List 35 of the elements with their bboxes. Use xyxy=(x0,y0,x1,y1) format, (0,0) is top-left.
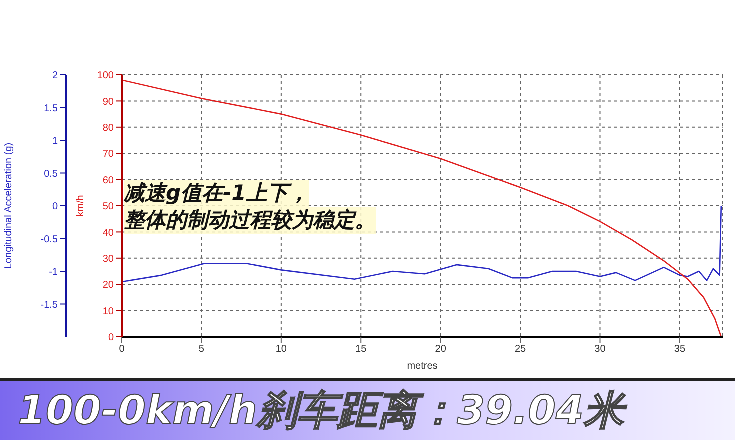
x-tick-label: 20 xyxy=(435,344,447,356)
y2-tick-label: 10 xyxy=(102,306,114,318)
y2-tick-label: 50 xyxy=(102,202,114,213)
y-tick-label: -0.5 xyxy=(40,234,58,246)
annotation: 整体的制动过程较为稳定。 xyxy=(124,207,376,234)
y-tick-label: 2 xyxy=(52,70,58,82)
x-tick-label: 35 xyxy=(674,344,686,356)
y2-tick-label: 60 xyxy=(102,175,114,186)
y2-tick-label: 40 xyxy=(102,228,114,239)
line-series xyxy=(122,205,722,283)
y2-tick-label: 70 xyxy=(102,149,114,160)
x-tick-label: 30 xyxy=(594,344,606,356)
y2-tick-label: 80 xyxy=(102,122,114,134)
y2-tick-label: 20 xyxy=(102,280,114,292)
x-axis-title: metres xyxy=(407,361,438,372)
y2-tick-label: 90 xyxy=(102,96,114,108)
y-tick-label: 0 xyxy=(52,202,58,213)
x-tick-label: 15 xyxy=(356,344,368,356)
y-tick-label: -1.5 xyxy=(40,300,58,311)
y2-tick-label: 0 xyxy=(108,332,114,344)
line-series xyxy=(122,80,722,337)
text: 100-0km/h刹车距离：39.04米 xyxy=(0,378,735,440)
annotation: 减速g值在-1上下， xyxy=(124,180,310,207)
x-tick-label: 10 xyxy=(276,344,288,356)
x-tick-label: 25 xyxy=(514,344,527,356)
y2-tick-label: 30 xyxy=(102,254,114,265)
y-tick-label: 1 xyxy=(52,136,58,148)
y2-tick-label: 100 xyxy=(97,70,114,82)
x-tick-label: 0 xyxy=(119,344,126,356)
y-tick-label: -1 xyxy=(49,267,58,278)
y-tick-label: 1.5 xyxy=(44,103,58,114)
x-tick-label: 5 xyxy=(198,344,205,356)
y-tick-label: 0.5 xyxy=(44,168,58,180)
y-axis-title: Longitudinal Acceleration (g) xyxy=(4,142,15,270)
y2-axis-title: km/h xyxy=(76,195,87,217)
